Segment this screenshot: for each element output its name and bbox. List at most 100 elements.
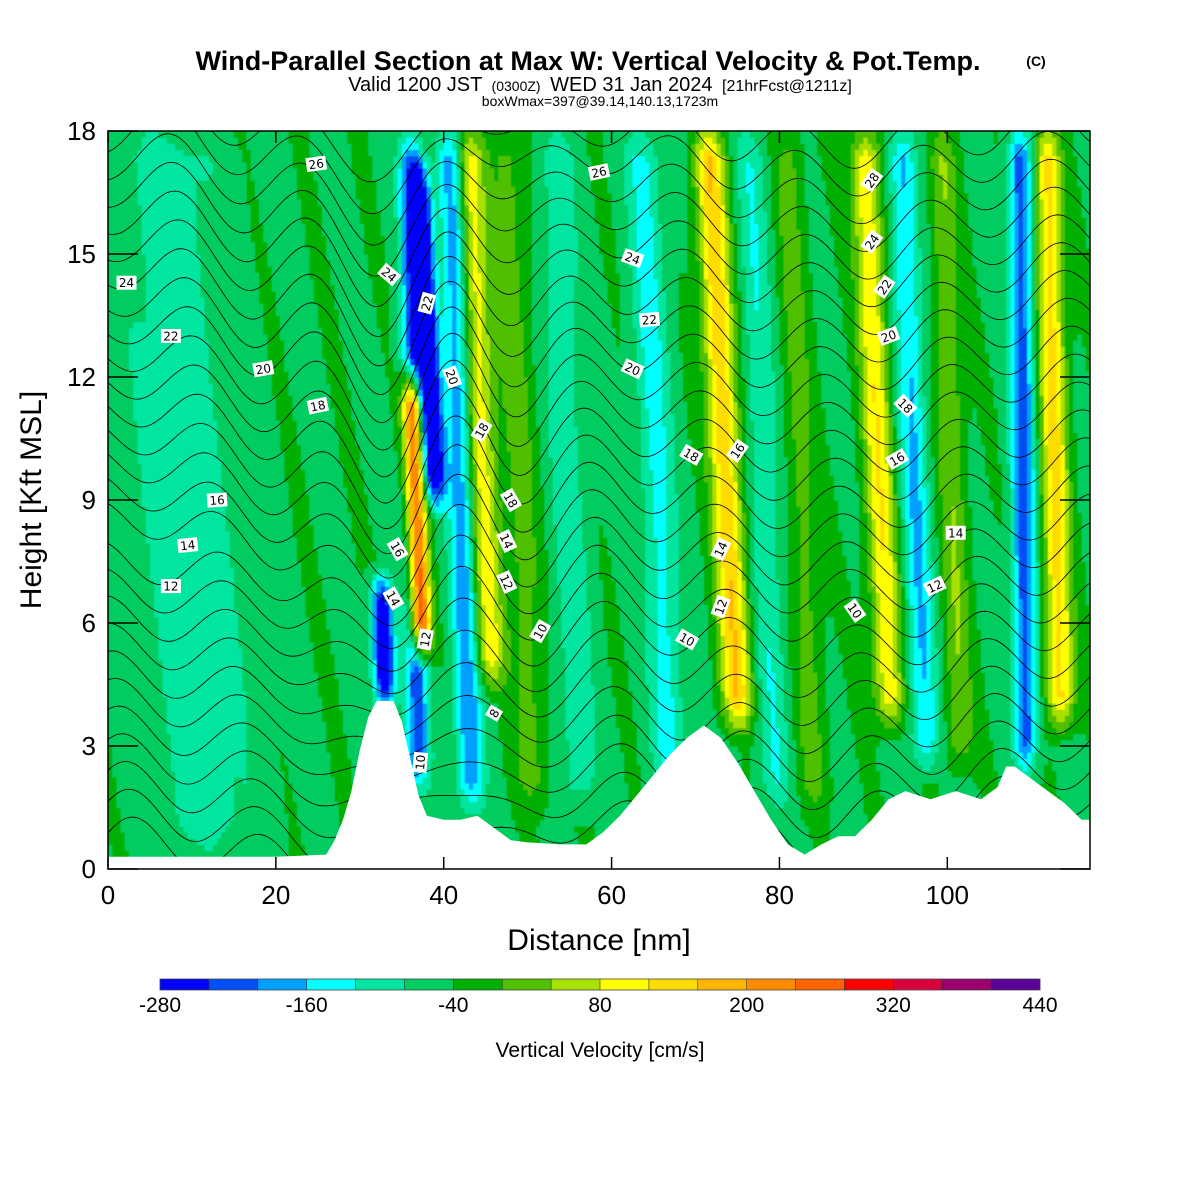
velocity-cell [405, 727, 411, 735]
velocity-cell [410, 789, 428, 796]
velocity-cell [892, 573, 898, 581]
velocity-cell [498, 463, 512, 470]
velocity-cell [1048, 500, 1053, 507]
velocity-cell [800, 549, 810, 556]
velocity-cell [426, 579, 432, 587]
velocity-cell [875, 456, 881, 464]
velocity-cell [410, 463, 420, 470]
velocity-cell [1077, 450, 1090, 458]
velocity-cell [959, 616, 969, 624]
velocity-cell [779, 635, 789, 643]
velocity-cell [154, 598, 235, 606]
velocity-cell [473, 450, 478, 458]
velocity-cell [896, 690, 902, 698]
velocity-cell [1069, 549, 1074, 556]
velocity-cell [938, 727, 948, 735]
velocity-cell [1052, 567, 1062, 575]
velocity-cell [1069, 463, 1079, 470]
velocity-cell [745, 641, 751, 649]
velocity-cell [741, 702, 747, 710]
velocity-cell [733, 493, 739, 501]
velocity-cell [389, 635, 394, 643]
velocity-cell [426, 721, 432, 729]
velocity-cell [565, 672, 592, 679]
velocity-cell [296, 819, 340, 827]
velocity-cell [867, 506, 873, 513]
velocity-cell [762, 752, 772, 759]
velocity-cell [917, 629, 927, 636]
velocity-cell [1035, 715, 1041, 722]
velocity-cell [896, 487, 902, 495]
velocity-cell [426, 746, 432, 753]
velocity-cell [603, 586, 617, 593]
velocity-cell [871, 475, 877, 483]
velocity-cell [343, 469, 365, 476]
velocity-cell [884, 678, 898, 686]
velocity-cell [829, 770, 860, 778]
velocity-cell [166, 727, 248, 735]
velocity-cell [632, 690, 650, 698]
velocity-cell [401, 481, 407, 489]
velocity-cell [422, 469, 428, 476]
velocity-cell [775, 475, 789, 483]
velocity-cell [640, 475, 655, 483]
velocity-cell [149, 555, 231, 563]
velocity-cell [536, 825, 575, 833]
velocity-cell [447, 579, 453, 587]
velocity-cell [741, 770, 751, 778]
velocity-cell [460, 758, 466, 766]
velocity-cell [934, 463, 940, 470]
velocity-cell [452, 641, 457, 649]
velocity-cell [787, 752, 797, 759]
velocity-cell [439, 598, 449, 606]
velocity-cell [716, 659, 722, 667]
velocity-cell [859, 567, 869, 575]
velocity-cell [901, 641, 906, 649]
velocity-cell [1081, 512, 1090, 520]
velocity-cell [108, 838, 126, 845]
velocity-cell [959, 456, 969, 464]
velocity-cell [779, 758, 789, 766]
velocity-cell [460, 450, 466, 458]
velocity-cell [1039, 623, 1045, 630]
velocity-cell [796, 770, 806, 778]
velocity-cell [905, 635, 911, 643]
velocity-cell [838, 500, 860, 507]
velocity-cell [1048, 524, 1053, 532]
velocity-cell [892, 586, 898, 593]
velocity-cell [741, 764, 751, 772]
velocity-cell [431, 721, 453, 729]
velocity-cell [666, 530, 680, 538]
velocity-cell [393, 616, 407, 624]
velocity-cell [1048, 739, 1062, 747]
velocity-cell [880, 623, 894, 630]
velocity-cell [1043, 623, 1049, 630]
velocity-cell [989, 493, 1003, 501]
velocity-cell [452, 481, 466, 489]
velocity-cell [649, 450, 667, 458]
velocity-cell [120, 807, 176, 815]
velocity-cell [536, 727, 550, 735]
velocity-cell [405, 543, 411, 550]
velocity-cell [116, 789, 176, 796]
velocity-cell [737, 555, 743, 563]
velocity-cell [426, 690, 432, 698]
velocity-cell [594, 764, 625, 772]
velocity-cell [1018, 536, 1028, 544]
velocity-cell [405, 709, 411, 716]
velocity-cell [590, 659, 608, 667]
velocity-cell [1043, 579, 1049, 587]
velocity-cell [741, 493, 747, 501]
velocity-cell [456, 647, 462, 655]
velocity-cell [968, 746, 995, 753]
velocity-cell [552, 469, 579, 476]
velocity-cell [485, 635, 499, 643]
velocity-cell [829, 463, 856, 470]
velocity-cell [301, 579, 323, 587]
velocity-cell [1064, 512, 1070, 520]
velocity-cell [1069, 481, 1074, 489]
velocity-cell [678, 567, 705, 575]
velocity-cell [531, 641, 550, 649]
velocity-cell [603, 616, 621, 624]
velocity-cell [1018, 463, 1028, 470]
